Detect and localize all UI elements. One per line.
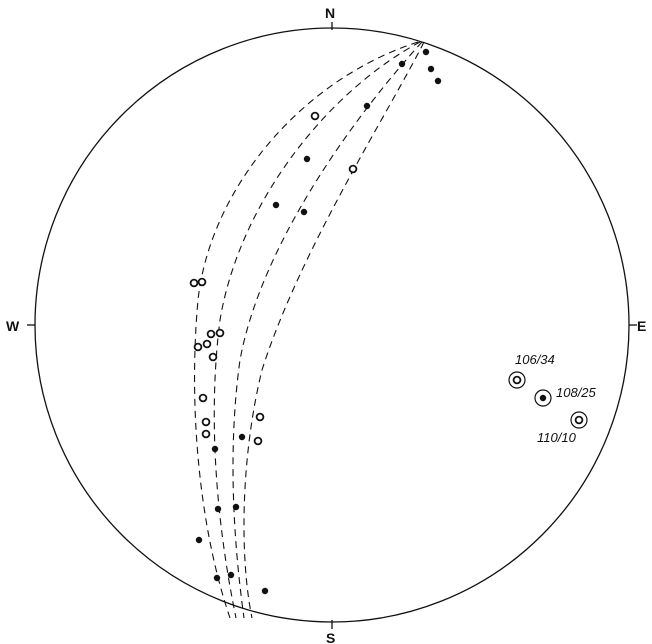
open-pole (348, 164, 358, 174)
filled-pole (261, 587, 269, 595)
open-pole (253, 436, 263, 446)
open-pole (512, 375, 522, 385)
filled-pole (422, 48, 430, 56)
filled-pole (195, 536, 203, 544)
pole-ring (534, 389, 552, 407)
filled-pole (363, 102, 371, 110)
open-poles (189, 111, 358, 446)
open-pole (574, 415, 584, 425)
filled-pole (211, 445, 219, 453)
great-circle-4 (243, 41, 425, 619)
labeled-pole-110-10: 110/10 (537, 411, 588, 445)
great-circle-1 (194, 41, 419, 619)
filled-pole (303, 155, 311, 163)
open-pole (189, 278, 199, 288)
great-circle-2 (213, 41, 421, 619)
open-pole (310, 111, 320, 121)
labeled-pole-106-34: 106/34 (508, 352, 555, 389)
pole-ring (570, 411, 588, 429)
filled-pole (427, 65, 435, 73)
open-pole (201, 417, 211, 427)
labeled-pole-108-25: 108/25 (534, 385, 597, 407)
open-pole (197, 277, 207, 287)
filled-pole (227, 571, 235, 579)
pole-label: 106/34 (515, 352, 555, 367)
filled-pole (214, 505, 222, 513)
primitive-circle (34, 27, 630, 623)
open-pole (193, 342, 203, 352)
pole-label: 110/10 (537, 430, 577, 445)
filled-pole (238, 433, 246, 441)
north-label: N (325, 5, 335, 21)
open-pole (202, 339, 212, 349)
filled-poles (195, 48, 442, 595)
open-pole (215, 328, 225, 338)
filled-pole (434, 77, 442, 85)
filled-pole (232, 503, 240, 511)
filled-pole (213, 574, 221, 582)
open-pole (255, 412, 265, 422)
filled-pole (539, 394, 547, 402)
filled-pole (300, 208, 308, 216)
west-label: W (6, 318, 20, 334)
pole-ring (508, 371, 526, 389)
open-pole (201, 429, 211, 439)
open-pole (198, 393, 208, 403)
great-circle-3 (232, 41, 423, 619)
pole-label: 108/25 (556, 385, 597, 400)
filled-pole (272, 201, 280, 209)
east-label: E (637, 318, 646, 334)
south-label: S (326, 630, 335, 644)
open-pole (206, 329, 216, 339)
open-pole (208, 352, 218, 362)
filled-pole (398, 60, 406, 68)
great-circles (194, 41, 425, 619)
